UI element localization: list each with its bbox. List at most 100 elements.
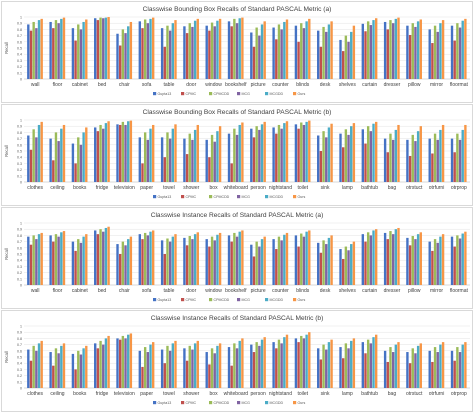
legend-label: Ours xyxy=(298,195,306,199)
bar-mcg-sofa xyxy=(146,23,150,79)
bar-ours-towel xyxy=(174,340,177,388)
bar-ours-curtain xyxy=(375,229,378,285)
bar-ours-clothes xyxy=(40,121,43,182)
bar-ours-wall xyxy=(40,232,43,285)
bar-cpmc-window xyxy=(208,246,211,285)
bar-cpmcdd-sink xyxy=(322,131,325,182)
legend-label: CPMC xyxy=(186,298,197,302)
bar-cpmc-bathtub xyxy=(364,143,367,182)
bar-mcg-otrfurni xyxy=(436,352,439,388)
bar-cpmc-blinds xyxy=(297,246,300,285)
chart-title: Classwise Instance Recalls of Standard P… xyxy=(151,212,324,219)
x-tick-label: otrprop xyxy=(451,391,467,397)
bar-mcg-sink xyxy=(325,349,328,388)
bar-gupta13-towel xyxy=(160,349,164,388)
bar-mcgdd-picture xyxy=(260,239,264,285)
bar-mcg-window xyxy=(213,240,216,285)
bar-cpmc-ceiling xyxy=(52,160,55,182)
bar-gupta13-shower xyxy=(183,348,186,388)
legend-swatch xyxy=(181,92,185,96)
bar-cpmc-television xyxy=(118,339,122,388)
bar-gupta13-pillow xyxy=(406,237,409,285)
legend-label: MCG xyxy=(242,401,251,405)
bar-cpmcdd-dresser xyxy=(389,231,392,285)
bar-cpmcdd-dresser xyxy=(389,20,392,80)
x-tick-label: wall xyxy=(31,82,40,88)
legend-label: MCG xyxy=(242,298,251,302)
y-tick-label: 0.2 xyxy=(17,65,22,69)
bar-mcg-curtain xyxy=(369,235,373,285)
legend-swatch xyxy=(265,92,269,96)
x-tick-label: ceiling xyxy=(50,185,64,191)
y-tick-label: 0 xyxy=(20,78,22,82)
bar-cpmcdd-towel xyxy=(166,132,169,182)
bar-mcgdd-curtain xyxy=(372,20,375,80)
bar-ours-books xyxy=(85,345,88,388)
bar-ours-cabinet xyxy=(85,19,88,79)
x-tick-label: box xyxy=(210,391,219,397)
bar-cpmcdd-box xyxy=(210,134,214,182)
bar-mcg-cabinet xyxy=(79,242,83,285)
bar-ours-bathtub xyxy=(375,334,378,388)
bar-cpmc-clothes xyxy=(29,360,33,388)
bar-cpmcdd-shelves xyxy=(344,246,348,285)
bar-cpmcdd-door xyxy=(188,236,191,285)
bar-cpmc-toilet xyxy=(297,342,300,388)
bar-cpmcdd-floormat xyxy=(456,23,459,79)
bar-ours-sink xyxy=(330,123,333,182)
x-tick-label: television xyxy=(114,185,135,191)
bar-ours-bag xyxy=(397,342,400,388)
bar-ours-floor xyxy=(62,17,66,79)
x-tick-label: towel xyxy=(163,185,175,191)
bar-cpmc-door xyxy=(185,33,189,79)
bar-cpmc-bed xyxy=(96,234,100,285)
x-tick-label: books xyxy=(73,391,87,397)
bar-ours-sofa xyxy=(152,17,155,79)
y-tick-label: 0.8 xyxy=(17,337,22,341)
bar-cpmcdd-counter xyxy=(277,24,281,79)
bar-mcgdd-blinds xyxy=(305,231,308,285)
bar-mcgdd-towel xyxy=(171,128,175,182)
y-tick-label: 0.3 xyxy=(17,265,22,269)
bar-cpmc-shelves xyxy=(341,51,345,79)
bar-cpmc-television xyxy=(118,124,122,182)
bar-gupta13-television xyxy=(116,124,119,182)
bar-cpmc-fridge xyxy=(96,131,100,182)
bar-ours-blinds xyxy=(308,230,311,285)
bar-ours-whiteboard xyxy=(241,338,244,388)
bar-mcgdd-books xyxy=(82,348,85,388)
bar-mcgdd-nightstand xyxy=(283,337,286,388)
bar-mcgdd-clothes xyxy=(37,124,41,182)
bar-cpmcdd-ceiling xyxy=(54,348,58,388)
legend-swatch xyxy=(181,195,185,199)
x-tick-label: lamp xyxy=(342,185,353,191)
bar-ours-ceiling xyxy=(62,343,66,388)
bar-gupta13-bathtub xyxy=(361,342,364,388)
bar-gupta13-bed xyxy=(94,18,97,80)
x-tick-label: towel xyxy=(163,391,175,397)
y-tick-label: 0.7 xyxy=(17,240,22,244)
legend-swatch xyxy=(209,298,213,302)
x-tick-label: ceiling xyxy=(50,391,64,397)
bar-cpmcdd-books xyxy=(77,350,80,388)
x-tick-label: shelves xyxy=(339,82,356,88)
bar-mcg-picture xyxy=(258,246,261,285)
bar-mcg-sofa xyxy=(146,235,150,285)
legend-swatch xyxy=(265,195,269,199)
bar-ours-television xyxy=(129,333,133,388)
bar-mcgdd-shower xyxy=(193,129,197,182)
bar-mcg-mirror xyxy=(436,31,439,80)
bar-gupta13-nightstand xyxy=(272,127,275,182)
x-tick-label: cabinet xyxy=(72,288,89,294)
x-tick-label: desk xyxy=(320,288,331,294)
bar-cpmc-pillow xyxy=(408,245,412,285)
bar-gupta13-lamp xyxy=(339,347,342,388)
bar-cpmcdd-bag xyxy=(389,347,392,388)
bar-cpmc-desk xyxy=(319,252,323,285)
bar-ours-whiteboard xyxy=(241,122,244,182)
bar-cpmc-mirror xyxy=(431,43,434,79)
bar-gupta13-dresser xyxy=(383,232,387,285)
bar-gupta13-floor xyxy=(49,21,52,79)
bar-cpmc-chair xyxy=(118,254,122,285)
bar-ours-toilet xyxy=(308,332,311,388)
